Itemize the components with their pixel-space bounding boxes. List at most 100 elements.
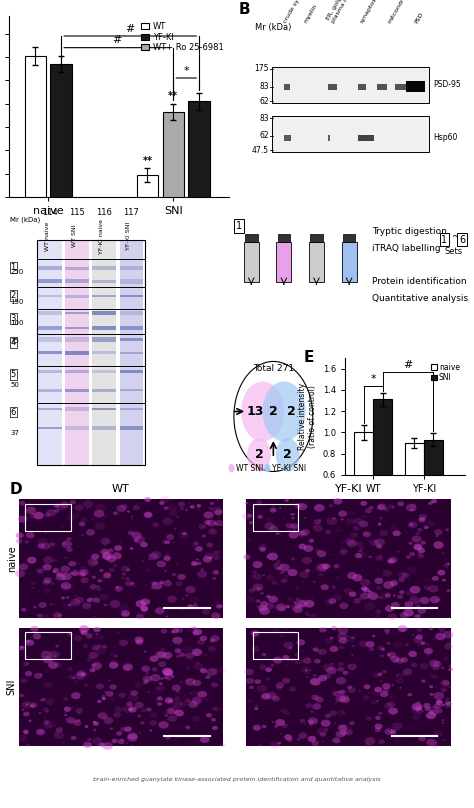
Circle shape <box>309 613 318 620</box>
Circle shape <box>293 606 303 613</box>
Circle shape <box>71 736 76 740</box>
Circle shape <box>120 504 128 509</box>
Circle shape <box>410 508 414 511</box>
Circle shape <box>98 712 108 719</box>
Circle shape <box>291 524 299 529</box>
Circle shape <box>275 604 286 611</box>
Text: 62: 62 <box>259 97 269 106</box>
Circle shape <box>63 605 65 607</box>
Circle shape <box>410 503 416 507</box>
Circle shape <box>336 730 345 738</box>
Circle shape <box>113 511 118 515</box>
Circle shape <box>195 546 203 552</box>
Circle shape <box>124 726 132 732</box>
Circle shape <box>128 706 137 713</box>
Circle shape <box>200 668 207 673</box>
Circle shape <box>351 654 353 656</box>
Circle shape <box>338 662 344 666</box>
Text: 250: 250 <box>10 269 24 275</box>
Circle shape <box>178 680 184 684</box>
Circle shape <box>432 576 439 581</box>
Circle shape <box>103 545 107 547</box>
Circle shape <box>126 581 134 587</box>
Circle shape <box>21 679 27 684</box>
Bar <box>38 266 62 271</box>
Circle shape <box>406 590 414 596</box>
Circle shape <box>26 532 35 538</box>
Circle shape <box>440 688 447 692</box>
Circle shape <box>75 562 80 566</box>
Circle shape <box>103 515 107 517</box>
Circle shape <box>377 672 383 676</box>
Text: 115: 115 <box>69 208 85 217</box>
Circle shape <box>68 675 75 680</box>
Circle shape <box>416 605 421 609</box>
Circle shape <box>109 680 110 681</box>
Bar <box>253 504 299 531</box>
Circle shape <box>15 570 25 577</box>
Circle shape <box>375 716 381 720</box>
Circle shape <box>430 579 434 581</box>
Text: ER, golgi,
plasma membrane: ER, golgi, plasma membrane <box>325 0 365 24</box>
Circle shape <box>183 549 185 551</box>
Circle shape <box>255 600 260 603</box>
Circle shape <box>400 687 401 688</box>
Circle shape <box>390 730 396 734</box>
Circle shape <box>342 712 345 713</box>
Circle shape <box>23 662 29 667</box>
Circle shape <box>446 528 449 531</box>
Circle shape <box>43 720 49 724</box>
Circle shape <box>306 676 308 678</box>
Text: Mr (kDa): Mr (kDa) <box>10 216 41 222</box>
Circle shape <box>25 703 29 706</box>
Circle shape <box>345 538 355 545</box>
Circle shape <box>172 701 183 709</box>
Circle shape <box>65 596 69 599</box>
Circle shape <box>152 582 163 590</box>
Circle shape <box>212 577 216 580</box>
Circle shape <box>134 682 143 688</box>
Bar <box>92 407 116 410</box>
Bar <box>119 339 143 340</box>
Text: Sets: Sets <box>445 246 463 255</box>
Text: Total 271: Total 271 <box>253 364 294 372</box>
Bar <box>92 295 116 297</box>
Circle shape <box>356 541 363 547</box>
Circle shape <box>268 510 270 511</box>
Circle shape <box>388 694 395 699</box>
Circle shape <box>251 630 259 637</box>
Circle shape <box>149 655 158 662</box>
Circle shape <box>289 687 296 692</box>
Circle shape <box>280 570 284 574</box>
Bar <box>92 337 116 342</box>
Circle shape <box>443 563 449 568</box>
Circle shape <box>149 720 157 726</box>
Circle shape <box>45 513 50 517</box>
Circle shape <box>368 692 370 693</box>
Circle shape <box>155 701 157 702</box>
Circle shape <box>182 694 187 698</box>
Text: SNI: SNI <box>7 679 17 695</box>
Circle shape <box>397 595 403 599</box>
Circle shape <box>19 501 25 506</box>
Circle shape <box>365 508 372 513</box>
Circle shape <box>181 607 184 610</box>
Circle shape <box>132 532 142 539</box>
Circle shape <box>405 643 409 646</box>
Circle shape <box>399 590 405 594</box>
Circle shape <box>190 659 191 661</box>
Circle shape <box>416 614 421 618</box>
Circle shape <box>208 507 213 510</box>
Circle shape <box>120 739 124 741</box>
Circle shape <box>53 654 56 657</box>
Circle shape <box>44 718 46 719</box>
Text: synaptosome: synaptosome <box>360 0 385 24</box>
Circle shape <box>50 582 54 585</box>
Bar <box>92 370 116 372</box>
Circle shape <box>267 732 269 734</box>
Circle shape <box>172 684 181 691</box>
Circle shape <box>18 646 25 650</box>
Bar <box>278 234 290 242</box>
Circle shape <box>384 728 393 735</box>
Circle shape <box>180 701 188 707</box>
